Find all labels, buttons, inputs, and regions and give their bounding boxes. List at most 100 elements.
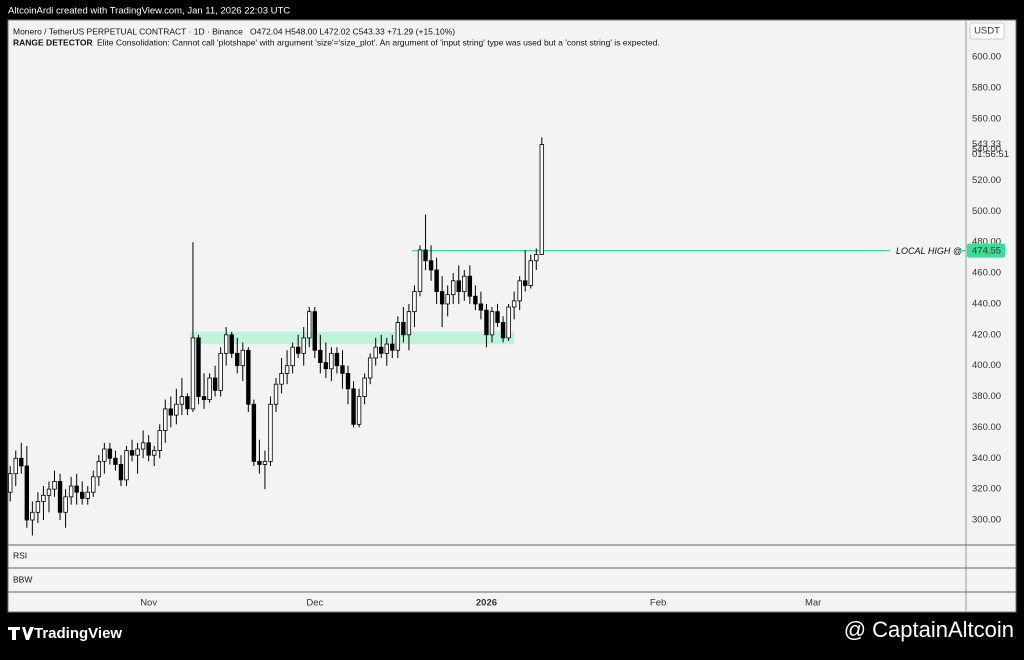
candle-body xyxy=(511,300,517,308)
candle-body xyxy=(467,275,473,297)
candle-body xyxy=(207,377,212,401)
candle-body xyxy=(301,337,306,354)
candle-body xyxy=(135,448,140,456)
range-box xyxy=(190,331,515,345)
candle-body xyxy=(390,343,395,351)
candle-body xyxy=(362,377,367,397)
candle-body xyxy=(273,383,279,405)
candle-body xyxy=(423,249,428,262)
candle-body xyxy=(30,511,35,521)
candle-body xyxy=(318,349,323,363)
candle-body xyxy=(279,372,284,385)
y-tick-label: 380.00 xyxy=(972,391,1001,402)
candle-body xyxy=(201,396,207,401)
y-tick-label: 340.00 xyxy=(972,453,1001,464)
y-tick-label: 480.00 xyxy=(972,237,1001,248)
last-price: 543.33 xyxy=(972,139,1001,150)
candle-body xyxy=(478,303,484,311)
x-tick-label: Feb xyxy=(650,598,666,609)
y-tick-label: 500.00 xyxy=(972,206,1001,217)
candle-body xyxy=(68,485,74,498)
candle-body xyxy=(395,322,401,351)
candle-body xyxy=(401,322,406,336)
candle-body xyxy=(290,346,295,367)
local-high-price: 474.55 xyxy=(972,246,1001,257)
chart-panel xyxy=(7,19,1017,613)
candle-body xyxy=(451,280,456,296)
y-tick-label: 600.00 xyxy=(972,52,1001,63)
currency: USDT xyxy=(974,26,1000,37)
candle-body xyxy=(118,464,124,481)
candle-body xyxy=(8,473,13,493)
ohlc-line: O472.04 H548.00 L472.02 C543.33 +71.29 (… xyxy=(250,26,455,36)
y-tick-label: 440.00 xyxy=(972,298,1001,309)
candle-body xyxy=(146,442,151,456)
y-tick-label: 360.00 xyxy=(972,422,1001,433)
candle-body xyxy=(379,346,384,354)
candle-body xyxy=(19,457,24,467)
candle-body xyxy=(434,269,439,293)
candle-body xyxy=(246,349,251,405)
indicator-message: Elite Consolidation: Cannot call 'plotsh… xyxy=(97,37,660,47)
y-tick-label: 520.00 xyxy=(972,175,1001,186)
candle-body xyxy=(345,372,351,390)
candle-body xyxy=(157,430,162,451)
candle-body xyxy=(367,357,373,379)
y-tick-label: 540.00 xyxy=(972,144,1001,155)
candle-body xyxy=(174,403,179,416)
candle-body xyxy=(257,460,262,465)
candle-body xyxy=(445,294,450,305)
logo-icon xyxy=(8,627,34,640)
x-tick-label: Mar xyxy=(805,598,821,609)
candle-body xyxy=(528,260,533,286)
candle-body xyxy=(63,496,68,513)
candle-body xyxy=(417,249,423,293)
candle-body xyxy=(462,275,467,293)
candle-body xyxy=(284,365,290,374)
candle-body xyxy=(323,362,329,370)
candle-body xyxy=(229,334,234,354)
countdown: 01:56:51 xyxy=(972,149,1009,160)
watermark: @ CaptainAltcoin xyxy=(844,617,1014,642)
candle-body xyxy=(295,346,301,354)
y-tick-label: 400.00 xyxy=(972,360,1001,371)
y-tick-label: 420.00 xyxy=(972,329,1001,340)
candle-body xyxy=(268,403,273,462)
candle-body xyxy=(406,311,412,336)
candle-body xyxy=(428,260,434,271)
candle-body xyxy=(473,295,478,305)
candle-body xyxy=(24,465,30,521)
candle-body xyxy=(240,349,245,367)
candle-body xyxy=(534,254,539,262)
candle-body xyxy=(517,280,522,302)
candle-body xyxy=(262,460,268,465)
candle-body xyxy=(495,311,500,323)
candle-body xyxy=(41,494,46,502)
credit: AltcoinArdi created with TradingView.com… xyxy=(8,6,290,17)
candle-body xyxy=(412,291,417,313)
candle-body xyxy=(218,352,223,391)
candle-body xyxy=(129,450,135,456)
candle-body xyxy=(506,306,511,339)
candle-body xyxy=(312,311,317,351)
candle-body xyxy=(91,476,96,493)
y-tick-label: 460.00 xyxy=(972,268,1001,279)
candle-body xyxy=(74,485,79,493)
candle-body xyxy=(334,352,340,367)
candle-body xyxy=(179,396,185,405)
candle-body xyxy=(46,488,52,496)
candle-body xyxy=(196,337,201,397)
x-tick-label: 2026 xyxy=(476,598,497,609)
pane-label: BBW xyxy=(13,574,32,584)
candle-body xyxy=(539,144,545,255)
candle-body xyxy=(124,450,129,481)
pane-label: RSI xyxy=(13,550,27,560)
candle-body xyxy=(373,346,378,359)
candle-body xyxy=(13,457,18,475)
candle-body xyxy=(251,403,257,462)
candle-body xyxy=(52,481,57,490)
y-tick-label: 320.00 xyxy=(972,484,1001,495)
candle-body xyxy=(163,408,168,431)
